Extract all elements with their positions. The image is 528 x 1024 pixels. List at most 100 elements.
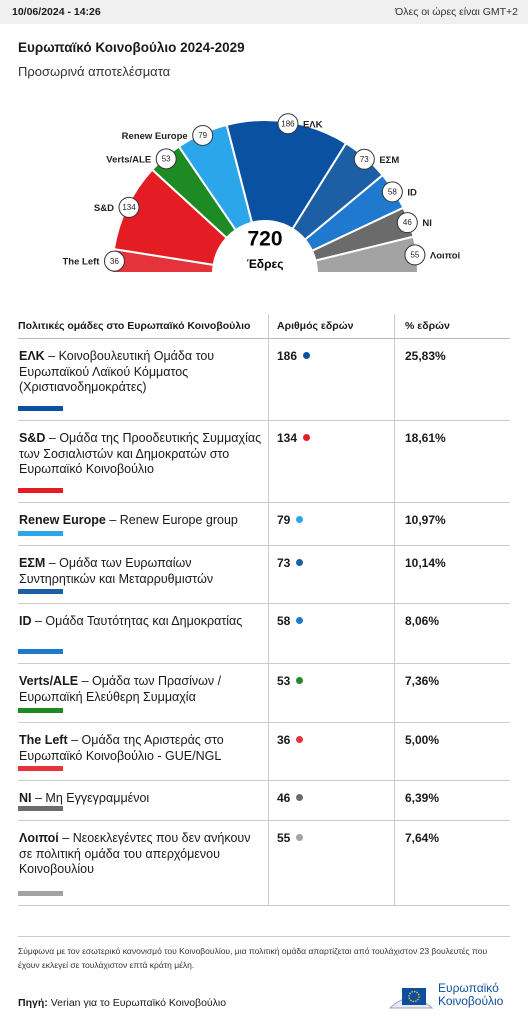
seat-badge xyxy=(192,124,214,146)
party-cell: S&D – Ομάδα της Προοδευτικής Συμμαχίας τ… xyxy=(18,420,269,503)
party-color-bar xyxy=(18,406,63,411)
table-row: S&D – Ομάδα της Προοδευτικής Συμμαχίας τ… xyxy=(18,420,510,503)
percent-cell: 18,61% xyxy=(394,420,510,503)
percent-cell: 25,83% xyxy=(394,338,510,421)
header-bar: 10/06/2024 - 14:26 Όλες οι ώρες είναι GM… xyxy=(0,0,528,24)
source: Πηγή: Verian για το Ευρωπαϊκό Κοινοβούλιο xyxy=(18,997,226,1009)
seat-count: 134 xyxy=(122,203,136,212)
column-header: Αριθμός εδρών xyxy=(268,314,395,339)
logo: Ευρωπαϊκό Κοινοβούλιο xyxy=(388,982,522,1012)
party-cell: ID – Ομάδα Ταυτότητας και Δημοκρατίας xyxy=(18,603,269,664)
seats-cell: 55 xyxy=(268,820,395,906)
chart-title: Ευρωπαϊκό Κοινοβούλιο 2024-2029 xyxy=(18,40,245,55)
seats-cell: 53 xyxy=(268,663,395,723)
seat-count: 79 xyxy=(198,131,207,140)
party-description: – Renew Europe group xyxy=(109,513,238,527)
source-text: Verian για το Ευρωπαϊκό Κοινοβούλιο xyxy=(50,997,227,1009)
seat-count: 58 xyxy=(388,187,397,196)
percent-cell: 7,64% xyxy=(394,820,510,906)
results-table: Πολιτικές ομάδες στο Ευρωπαϊκό Κοινοβούλ… xyxy=(18,314,510,906)
party-color-bar xyxy=(18,488,63,493)
party-description: – Νεοεκλεγέντες που δεν ανήκουν σε πολιτ… xyxy=(19,831,251,876)
total-label: Έδρες xyxy=(247,257,284,271)
party-label: The Left xyxy=(63,257,101,268)
timestamp: 10/06/2024 - 14:26 xyxy=(12,6,101,18)
footnote: Σύμφωνα με τον εσωτερικό κανονισμό του Κ… xyxy=(18,946,488,970)
seats: 186 xyxy=(277,349,298,363)
seat-count: 46 xyxy=(403,218,412,227)
seats-cell: 186 xyxy=(268,338,395,421)
party-description: – Ομάδα των Πρασίνων / Ευρωπαϊκή Ελεύθερ… xyxy=(19,674,222,704)
party-color-bar xyxy=(18,766,63,771)
party-description: – Ομάδα Ταυτότητας και Δημοκρατίας xyxy=(34,614,243,628)
table-row: Renew Europe – Renew Europe group 79 10,97… xyxy=(18,502,510,546)
party-name: Verts/ALE xyxy=(19,674,79,688)
source-label: Πηγή: xyxy=(18,997,48,1009)
seat-badge xyxy=(396,212,418,234)
chart-subtitle: Προσωρινά αποτελέσματα xyxy=(18,64,171,79)
table-row: Λοιποί – Νεοεκλεγέντες που δεν ανήκουν σ… xyxy=(18,820,510,906)
party-name: Λοιποί xyxy=(19,831,59,845)
seats: 73 xyxy=(277,556,291,570)
party-label: NI xyxy=(422,218,432,229)
percent-cell: 10,97% xyxy=(394,502,510,546)
seat-badge xyxy=(277,113,299,135)
seats: 46 xyxy=(277,791,291,805)
party-color-bar xyxy=(18,891,63,896)
percent-cell: 10,14% xyxy=(394,545,510,604)
logo-line: Ευρωπαϊκό xyxy=(438,981,499,995)
table-row: Verts/ALE – Ομάδα των Πρασίνων / Ευρωπαϊ… xyxy=(18,663,510,723)
logo-text: Ευρωπαϊκό Κοινοβούλιο xyxy=(438,982,503,1008)
party-name: Renew Europe xyxy=(19,513,106,527)
timezone-note: Όλες οι ώρες είναι GMT+2 xyxy=(395,6,518,18)
party-name: S&D xyxy=(19,431,46,445)
party-name: NI xyxy=(19,791,32,805)
seats-cell: 46 xyxy=(268,780,395,821)
percent-cell: 6,39% xyxy=(394,780,510,821)
party-description: – Ομάδα των Ευρωπαίων Συντηρητικών και Μ… xyxy=(19,556,214,586)
party-dot xyxy=(303,352,311,359)
seat-badge xyxy=(353,148,375,170)
seat-badge xyxy=(118,196,140,218)
seat-badge xyxy=(155,148,177,170)
table-row: ΕΣΜ – Ομάδα των Ευρωπαίων Συντηρητικών κ… xyxy=(18,545,510,604)
party-color-bar xyxy=(18,708,63,713)
seats: 36 xyxy=(277,733,291,747)
party-description: – Μη Εγγεγραμμένοι xyxy=(34,791,150,805)
seat-count: 36 xyxy=(110,257,119,266)
seats-cell: 79 xyxy=(268,502,395,546)
logo-icon xyxy=(388,988,434,1009)
party-description: – Ομάδα της Αριστεράς στο Ευρωπαϊκό Κοιν… xyxy=(19,733,224,763)
party-cell: NI – Μη Εγγεγραμμένοι xyxy=(18,780,269,821)
party-cell: ΕΛΚ – Κοινοβουλευτική Ομάδα του Ευρωπαϊκ… xyxy=(18,338,269,421)
party-color-bar xyxy=(18,806,63,811)
seats: 79 xyxy=(277,513,291,527)
seats: 134 xyxy=(277,431,298,445)
party-cell: Λοιποί – Νεοεκλεγέντες που δεν ανήκουν σ… xyxy=(18,820,269,906)
seat-count: 73 xyxy=(360,155,369,164)
seats: 58 xyxy=(277,614,291,628)
percent-cell: 7,36% xyxy=(394,663,510,723)
party-dot xyxy=(296,559,304,566)
percent-cell: 5,00% xyxy=(394,722,510,781)
party-description: – Κοινοβουλευτική Ομάδα του Ευρωπαϊκού Λ… xyxy=(19,349,215,394)
seats: 53 xyxy=(277,674,291,688)
seats-cell: 36 xyxy=(268,722,395,781)
party-label: Renew Europe xyxy=(122,131,188,142)
table-header: Πολιτικές ομάδες στο Ευρωπαϊκό Κοινοβούλ… xyxy=(18,314,510,339)
table-row: NI – Μη Εγγεγραμμένοι 46 6,39% xyxy=(18,780,510,821)
percent-cell: 8,06% xyxy=(394,603,510,664)
hemicycle-chart: 720 Έδρες 36 The Left 134 S&D 53 Verts/ALE 79 R… xyxy=(63,113,461,274)
seats-cell: 73 xyxy=(268,545,395,604)
party-dot xyxy=(296,516,304,523)
seat-badge xyxy=(404,244,426,266)
seat-badge xyxy=(103,250,125,272)
logo-line: Κοινοβούλιο xyxy=(438,994,504,1008)
party-label: ID xyxy=(407,187,417,198)
seats: 55 xyxy=(277,831,291,845)
column-header: Πολιτικές ομάδες στο Ευρωπαϊκό Κοινοβούλ… xyxy=(18,314,269,339)
party-dot xyxy=(296,677,304,684)
party-name: ID xyxy=(19,614,32,628)
party-cell: Renew Europe – Renew Europe group xyxy=(18,502,269,546)
party-color-bar xyxy=(18,531,63,536)
